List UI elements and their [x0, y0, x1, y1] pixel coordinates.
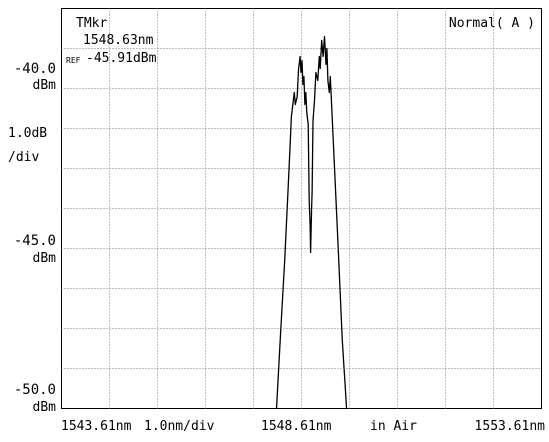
medium-label: in Air [370, 419, 417, 434]
start-wavelength: 1543.61nm [61, 419, 132, 434]
bottom-level-unit: dBm [33, 400, 57, 415]
scale-value: 1.0dB [8, 126, 47, 141]
scale-unit: /div [8, 150, 39, 165]
center-wavelength: 1548.61nm [261, 419, 332, 434]
ref-level-unit: dBm [33, 78, 57, 93]
plot-grid [61, 8, 542, 409]
marker-title: TMkr [76, 16, 107, 31]
ref-level-value: -40.0 [14, 61, 56, 77]
stop-wavelength: 1553.61nm [475, 419, 546, 434]
bottom-level-value: -50.0 [14, 382, 56, 398]
span-per-div: 1.0nm/div [144, 419, 215, 434]
ref-level: -45.91dBm [86, 51, 157, 66]
display-mode: Normal( A ) [449, 16, 535, 31]
spectrum-trace-line [275, 35, 348, 409]
mid-level-unit: dBm [33, 251, 57, 266]
mid-level-value: -45.0 [14, 233, 56, 249]
marker-wavelength: 1548.63nm [83, 33, 154, 48]
ref-label: REF [66, 56, 81, 65]
trace-group [275, 35, 348, 409]
